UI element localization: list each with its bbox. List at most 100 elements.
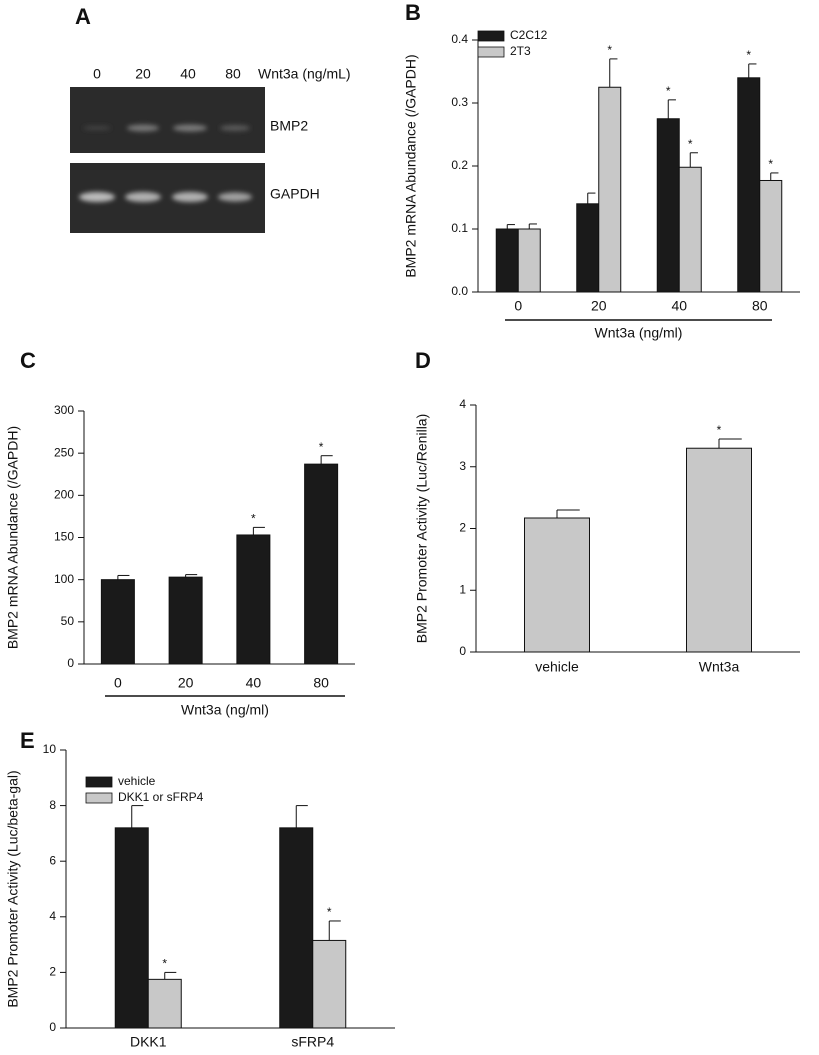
x-tick-label: 0	[514, 298, 522, 314]
y-tick-label: 0	[49, 1020, 56, 1034]
x-axis-label: Wnt3a (ng/ml)	[181, 702, 269, 718]
significance: *	[327, 905, 332, 919]
y-tick-label: 10	[43, 742, 57, 756]
band	[220, 125, 250, 131]
legend-label: 2T3	[510, 44, 531, 58]
y-tick-label: 150	[54, 530, 74, 544]
bar	[236, 534, 271, 665]
significance: *	[162, 957, 167, 971]
bar	[759, 179, 783, 293]
y-tick-label: 0.1	[451, 221, 468, 235]
significance: *	[717, 423, 722, 437]
significance: *	[319, 440, 324, 454]
significance: *	[666, 84, 671, 98]
y-tick-label: 4	[49, 909, 56, 923]
y-tick-label: 4	[459, 397, 466, 411]
bar	[737, 77, 761, 293]
y-tick-label: 250	[54, 445, 74, 459]
x-tick-label: Wnt3a	[699, 659, 740, 675]
x-tick-label: 40	[671, 298, 687, 314]
y-axis-label: BMP2 mRNA Abundance (/GAPDH)	[5, 426, 21, 649]
band-label: GAPDH	[270, 186, 320, 202]
bar	[598, 86, 622, 293]
y-tick-label: 2	[49, 965, 56, 979]
significance: *	[607, 43, 612, 57]
band-label: BMP2	[270, 118, 308, 134]
gel-bands	[79, 124, 252, 202]
x-tick-label: sFRP4	[291, 1034, 334, 1050]
bar	[524, 517, 590, 653]
bar	[656, 118, 680, 293]
x-tick-label: 40	[246, 675, 262, 691]
legend-swatch	[85, 792, 113, 804]
treatment-label: Wnt3a (ng/mL)	[258, 66, 351, 82]
y-tick-label: 3	[459, 459, 466, 473]
panel-label: B	[405, 0, 421, 25]
bar	[678, 166, 702, 293]
significance: *	[251, 512, 256, 526]
y-tick-label: 100	[54, 572, 74, 586]
x-tick-label: 80	[752, 298, 768, 314]
band	[172, 192, 208, 202]
panel-label: C	[20, 348, 36, 373]
legend-swatch	[477, 30, 505, 42]
significance: *	[688, 137, 693, 151]
bar	[168, 576, 203, 665]
band	[125, 192, 161, 202]
lane-label: 40	[180, 66, 196, 82]
legend-swatch	[477, 46, 505, 58]
x-axis-label: Wnt3a (ng/ml)	[595, 325, 683, 341]
panel-label: D	[415, 348, 431, 373]
bar	[312, 939, 347, 1029]
bar	[114, 827, 149, 1029]
band	[218, 192, 252, 202]
panel-a: A 0 20 40 80 Wnt3a (ng/mL) BMP2 GAPDH	[70, 4, 351, 233]
x-tick-label: 80	[313, 675, 329, 691]
y-tick-label: 300	[54, 403, 74, 417]
bar	[279, 827, 314, 1029]
band	[79, 192, 115, 202]
legend-label: DKK1 or sFRP4	[118, 790, 204, 804]
x-tick-label: 20	[178, 675, 194, 691]
lane-label: 0	[93, 66, 101, 82]
band	[173, 124, 207, 132]
x-tick-label: vehicle	[535, 659, 579, 675]
band	[127, 124, 159, 132]
y-tick-label: 0.4	[451, 32, 468, 46]
bar	[576, 203, 600, 293]
y-axis-label: BMP2 Promoter Activity (Luc/beta-gal)	[5, 770, 21, 1007]
y-tick-label: 0	[459, 644, 466, 658]
bar	[686, 447, 752, 653]
x-tick-label: DKK1	[130, 1034, 167, 1050]
y-tick-label: 1	[459, 582, 466, 596]
y-tick-label: 0.3	[451, 95, 468, 109]
y-tick-label: 2	[459, 521, 466, 535]
legend-label: C2C12	[510, 28, 548, 42]
significance: *	[746, 48, 751, 62]
bar	[517, 228, 541, 293]
bar	[100, 579, 135, 665]
significance: *	[768, 157, 773, 171]
legend-swatch	[85, 776, 113, 788]
legend-label: vehicle	[118, 774, 156, 788]
x-tick-label: 20	[591, 298, 607, 314]
panel-label: A	[75, 4, 91, 29]
bar	[304, 463, 339, 665]
bar	[495, 228, 519, 293]
lane-label: 20	[135, 66, 151, 82]
bar	[147, 978, 182, 1029]
y-tick-label: 8	[49, 798, 56, 812]
y-tick-label: 0.0	[451, 284, 468, 298]
y-axis-label: BMP2 Promoter Activity (Luc/Renilla)	[414, 414, 430, 644]
y-tick-label: 0.2	[451, 158, 468, 172]
x-tick-label: 0	[114, 675, 122, 691]
y-tick-label: 6	[49, 853, 56, 867]
gel	[70, 87, 265, 153]
y-tick-label: 0	[67, 656, 74, 670]
lane-label: 80	[225, 66, 241, 82]
y-axis-label: BMP2 mRNA Abundance (/GAPDH)	[403, 54, 419, 277]
band	[83, 126, 111, 130]
y-tick-label: 50	[61, 614, 75, 628]
